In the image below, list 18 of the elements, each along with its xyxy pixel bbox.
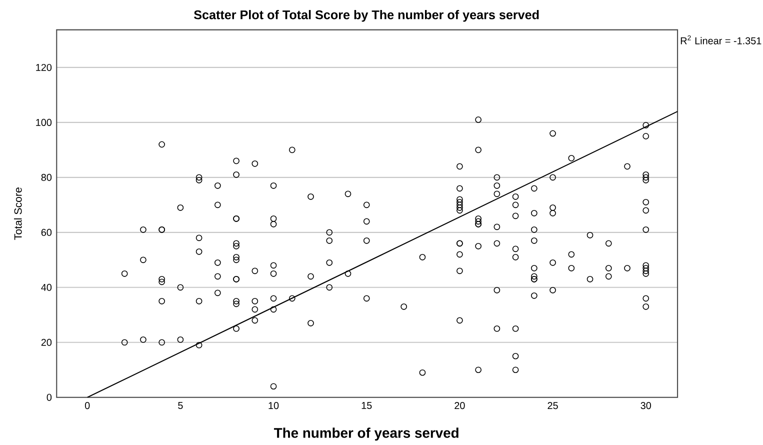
x-tick-label: 20 [454,402,465,410]
y-tick-label: 40 [41,284,52,291]
y-tick-label: 100 [36,118,52,126]
x-tick-label: 0 [84,402,90,410]
text: R$^{2}$ Linear = -1.351 [680,35,762,44]
y-axis-title: Total Score [14,188,22,240]
y-tick-label: 80 [41,174,52,181]
x-tick-label: 10 [268,402,279,410]
y-tick-label: 120 [36,64,52,71]
x-tick-label: 30 [640,402,652,410]
y-tick-label: 20 [41,338,52,346]
x-tick-label: 15 [362,402,372,409]
x-axis-title: The number of years served [274,428,458,441]
x-tick-label: 25 [548,402,558,410]
x-tick-label: 5 [178,402,183,409]
chart-title: Scatter Plot of Total Score by The number of years served [194,10,539,22]
y-tick-label: 60 [41,228,52,236]
y-tick-label: 0 [46,394,52,401]
